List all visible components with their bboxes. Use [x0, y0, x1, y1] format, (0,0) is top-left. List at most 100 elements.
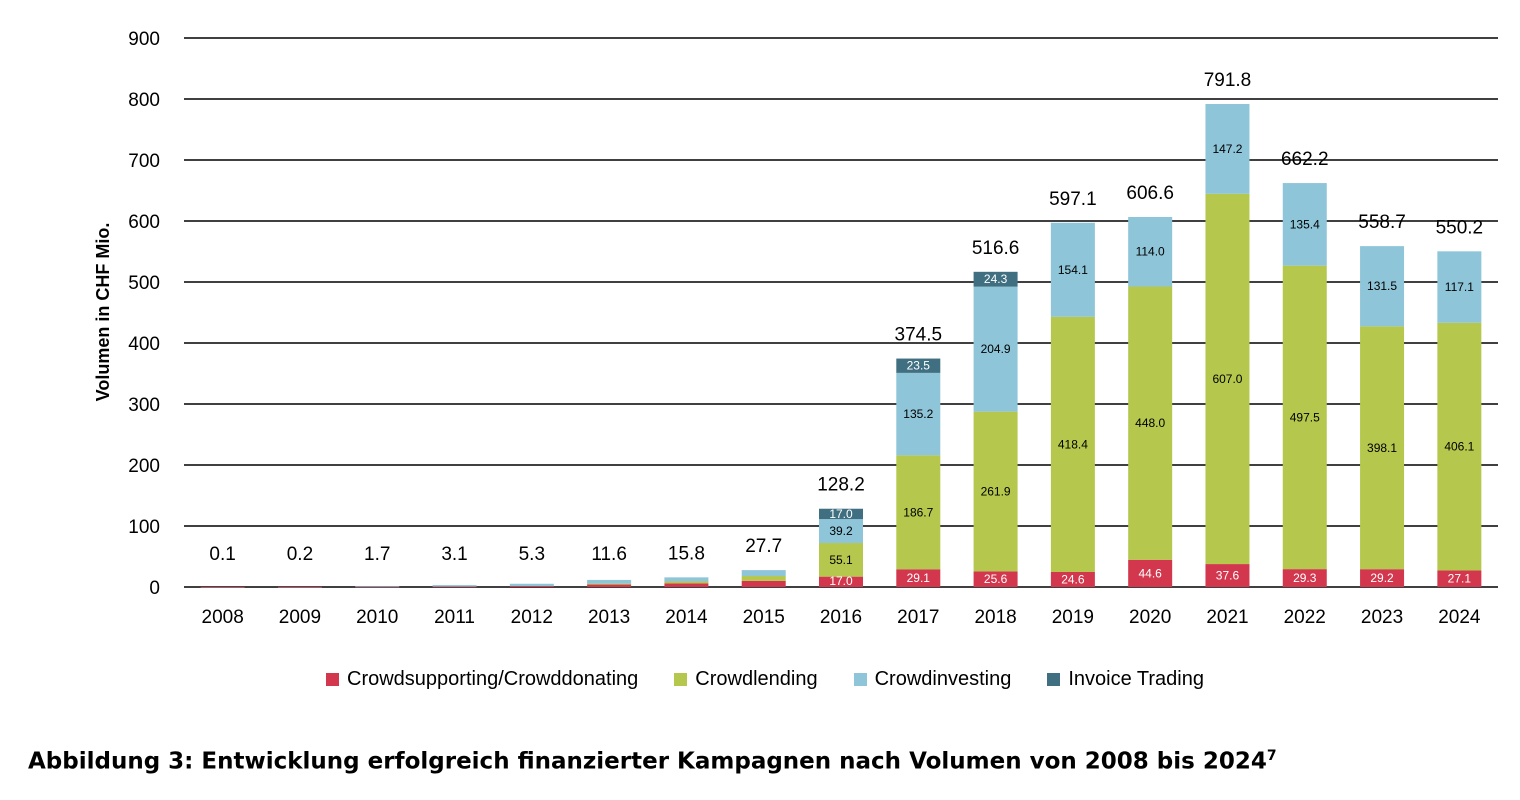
bar-segment-2012-2: [509, 583, 554, 587]
bar-segment-2024-1: [1437, 322, 1482, 571]
segment-value-label: 24.3: [984, 272, 1008, 286]
segment-value-label: 37.6: [1216, 569, 1240, 583]
bar-segment-2016-2: [819, 519, 863, 544]
total-label: 0.1: [209, 544, 235, 565]
y-tick-label: 100: [128, 517, 160, 538]
legend-label: Crowdsupporting/Crowddonating: [347, 667, 639, 690]
x-axis-ticks: 2008 2009 2010 2011 2012 2013 2014 2015 2016 2017…: [202, 607, 1481, 628]
x-tick-label: 2024: [1438, 607, 1481, 628]
gridlines: [184, 37, 1498, 588]
bar-segment-2024-0: [1437, 570, 1482, 587]
figure-caption: Abbildung 3: Entwicklung erfolgreich fin…: [28, 748, 1277, 775]
bar-segment-2017-3: [896, 358, 941, 373]
total-labels: 0.1 0.2 1.7 3.1 5.3 11.6 15.8 27.7 128.2 374.5 516…: [209, 70, 1483, 565]
bar-segment-2017-2: [896, 372, 941, 456]
y-tick-label: 400: [128, 334, 160, 355]
x-tick-label: 2008: [202, 607, 244, 628]
bar-segment-2020-2: [1128, 216, 1173, 287]
total-label: 516.6: [972, 238, 1020, 259]
segment-value-label: 29.1: [907, 571, 931, 585]
total-label: 11.6: [591, 544, 627, 565]
segment-value-label: 39.2: [829, 524, 853, 538]
bar-segment-2016-3: [819, 508, 863, 520]
legend-swatch: [1047, 672, 1061, 686]
y-tick-label: 800: [128, 90, 160, 111]
legend-item: Crowdlending: [674, 664, 818, 694]
total-label: 550.2: [1436, 217, 1484, 238]
y-tick-label: 700: [128, 151, 160, 172]
bar-segment-2014-0: [664, 583, 709, 587]
total-label: 791.8: [1204, 70, 1252, 91]
total-label: 5.3: [519, 544, 545, 565]
bar-segment-2019-2: [1050, 222, 1095, 317]
segment-value-label: 27.1: [1448, 572, 1472, 586]
bar-segment-2017-0: [896, 569, 941, 587]
segment-value-label: 29.2: [1370, 571, 1394, 585]
x-tick-label: 2015: [743, 607, 785, 628]
bar-segment-2010-2: [355, 585, 400, 587]
total-label: 128.2: [817, 475, 865, 496]
total-label: 3.1: [441, 544, 467, 565]
bar-segment-2021-2: [1205, 104, 1250, 194]
bar-segment-2023-2: [1360, 246, 1405, 327]
bar-segment-2020-0: [1128, 559, 1173, 587]
x-tick-label: 2023: [1361, 607, 1403, 628]
bar-segment-2022-0: [1282, 569, 1327, 587]
y-axis-label: Volumen in CHF Mio.: [93, 223, 113, 402]
segment-value-label: 25.6: [984, 572, 1008, 586]
segment-value-label: 55.1: [829, 553, 853, 567]
total-label: 597.1: [1049, 189, 1097, 210]
x-tick-label: 2014: [665, 607, 708, 628]
bar-segment-2016-1: [819, 543, 863, 577]
segment-value-label: 135.4: [1290, 217, 1320, 231]
bar-segment-2010-0: [355, 586, 400, 588]
stacked-bar-chart: 17.0 55.1 39.2 17.0 29.1 186.7 135.2 23.5 25.6 26…: [93, 29, 1498, 628]
bar-segment-2014-2: [664, 577, 709, 582]
bar-segment-2021-0: [1205, 564, 1250, 587]
x-tick-label: 2011: [434, 607, 475, 628]
segment-value-label: 131.5: [1367, 279, 1397, 293]
caption-text: Abbildung 3: Entwicklung erfolgreich fin…: [28, 748, 1267, 775]
x-tick-label: 2012: [511, 607, 553, 628]
total-label: 374.5: [895, 325, 943, 346]
y-tick-label: 500: [128, 273, 160, 294]
segment-value-label: 406.1: [1444, 440, 1474, 454]
legend-swatch: [326, 672, 340, 686]
segment-value-label: 24.6: [1061, 572, 1085, 586]
legend-swatch: [674, 672, 688, 686]
legend-swatch: [853, 672, 867, 686]
legend: Crowdsupporting/Crowddonating Crowdlendin…: [0, 664, 1520, 694]
bar-segment-2013-1: [587, 583, 632, 585]
bar-segment-2024-2: [1437, 251, 1482, 323]
x-tick-label: 2020: [1129, 607, 1171, 628]
y-axis-ticks: 0 100 200 300 400 500 600 700 800 900: [128, 29, 160, 599]
bar-segment-2018-3: [973, 271, 1018, 287]
total-label: 1.7: [364, 544, 390, 565]
bar-segment-2017-1: [896, 455, 941, 570]
segment-value-label: 135.2: [903, 407, 933, 421]
segment-value-label: 17.0: [829, 574, 853, 588]
legend-item: Invoice Trading: [1047, 664, 1204, 694]
y-tick-label: 300: [128, 395, 160, 416]
segment-value-label: 204.9: [981, 342, 1011, 356]
bar-segment-2016-0: [819, 576, 863, 587]
bar-segment-2018-0: [973, 571, 1018, 587]
bar-segment-2019-1: [1050, 316, 1095, 572]
segment-value-label: 261.9: [981, 485, 1011, 499]
bar-segment-2015-1: [741, 576, 786, 581]
segment-value-label: 398.1: [1367, 441, 1397, 455]
bar-segment-2013-0: [587, 584, 632, 587]
x-tick-label: 2022: [1284, 607, 1326, 628]
bar-segment-2011-2: [432, 585, 477, 587]
bar-segment-2012-0: [509, 586, 554, 587]
bar-segment-2014-1: [664, 581, 709, 584]
segment-value-label: 23.5: [907, 359, 931, 373]
bar-segment-2013-2: [587, 579, 632, 584]
segment-value-label: 29.3: [1293, 571, 1317, 585]
segment-value-label: 147.2: [1212, 142, 1242, 156]
total-label: 27.7: [745, 536, 782, 557]
x-tick-label: 2018: [974, 607, 1016, 628]
legend-item: Crowdinvesting: [853, 664, 1011, 694]
x-tick-label: 2010: [356, 607, 398, 628]
y-tick-label: 0: [149, 578, 160, 599]
